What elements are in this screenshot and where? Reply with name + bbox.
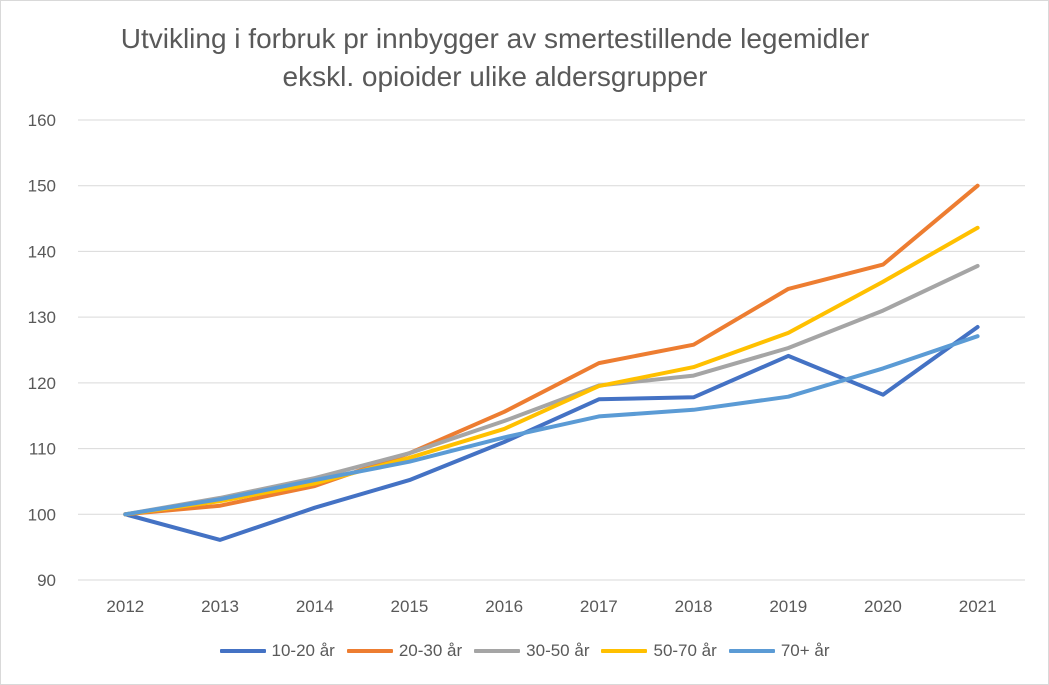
- x-tick-label-2020: 2020: [864, 597, 902, 616]
- series-line-1: [123, 183, 980, 517]
- legend-swatch-1: [346, 649, 393, 653]
- y-tick-label-130: 130: [28, 308, 56, 327]
- y-tick-label-120: 120: [28, 374, 56, 393]
- x-tick-label-2017: 2017: [580, 597, 618, 616]
- legend-label-0: 10-20 år: [271, 641, 335, 660]
- chart-title: Utvikling i forbruk pr innbygger av smer…: [0, 20, 990, 96]
- x-tick-label-2013: 2013: [201, 597, 239, 616]
- legend-swatch-2: [474, 649, 521, 653]
- legend-item-3: 50-70 år: [601, 641, 717, 661]
- chart-title-line-2: ekskl. opioider ulike aldersgrupper: [282, 61, 708, 92]
- chart-legend: 10-20 år 20-30 år 30-50 år 50-70 år 70+ år: [0, 637, 1049, 665]
- legend-item-4: 70+ år: [728, 641, 830, 661]
- y-tick-label-100: 100: [28, 505, 56, 524]
- y-tick-label-90: 90: [37, 571, 56, 590]
- legend-item-1: 20-30 år: [346, 641, 463, 661]
- legend-label-3: 50-70 år: [653, 641, 717, 660]
- legend-label-2: 30-50 år: [526, 641, 590, 660]
- legend-swatch-4: [728, 649, 775, 653]
- y-tick-label-140: 140: [28, 242, 56, 261]
- y-tick-label-110: 110: [29, 440, 56, 459]
- x-tick-label-2018: 2018: [675, 597, 713, 616]
- x-tick-label-2016: 2016: [485, 597, 523, 616]
- series-line-0: [123, 325, 980, 542]
- legend-item-2: 30-50 år: [474, 641, 589, 661]
- y-tick-label-150: 150: [28, 177, 56, 196]
- series-line-2: [123, 263, 980, 517]
- legend-item-0: 10-20 år: [219, 641, 335, 661]
- x-tick-label-2014: 2014: [296, 597, 334, 616]
- series-line-4: [123, 334, 980, 517]
- chart-title-line-1: Utvikling i forbruk pr innbygger av smer…: [120, 23, 870, 54]
- legend-label-4: 70+ år: [780, 641, 830, 660]
- x-tick-label-2015: 2015: [391, 597, 429, 616]
- x-tick-label-2021: 2021: [959, 597, 997, 616]
- legend-swatch-3: [601, 649, 648, 653]
- legend-label-1: 20-30 år: [398, 641, 463, 660]
- x-tick-label-2012: 2012: [106, 597, 144, 616]
- legend-swatch-0: [219, 649, 266, 653]
- series-line-3: [123, 225, 980, 517]
- y-tick-label-160: 160: [28, 111, 56, 130]
- x-tick-label-2019: 2019: [769, 597, 807, 616]
